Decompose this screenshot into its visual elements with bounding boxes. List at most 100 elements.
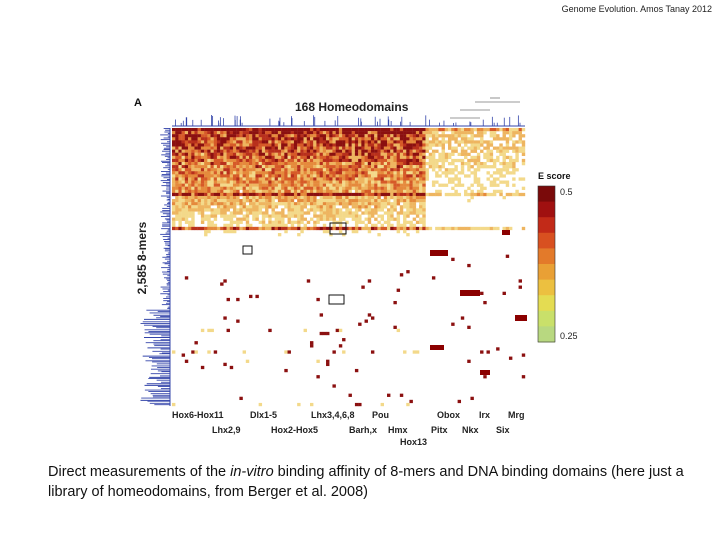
heatmap-cell — [274, 143, 279, 147]
heatmap-cell — [396, 165, 401, 169]
heatmap-cell — [370, 149, 375, 153]
heatmap-cell — [367, 137, 372, 141]
heatmap-cell — [191, 180, 195, 184]
heatmap-cell — [322, 131, 327, 135]
heatmap-cell — [358, 146, 362, 150]
heatmap-cell — [309, 217, 314, 221]
heatmap-cell — [399, 155, 404, 160]
heatmap-cell — [348, 183, 352, 187]
heatmap-cell — [229, 202, 234, 206]
heatmap-cell — [518, 140, 522, 144]
heatmap-cell — [268, 161, 272, 166]
heatmap-cell — [496, 171, 500, 175]
heatmap-cell — [412, 137, 417, 141]
heatmap-cell — [293, 208, 298, 212]
highlight-box — [242, 245, 253, 255]
heatmap-cell — [412, 161, 417, 166]
heatmap-cell — [274, 195, 279, 200]
heatmap-cell — [431, 276, 436, 280]
heatmap-cell — [204, 155, 208, 160]
heatmap-cell — [521, 134, 526, 138]
heatmap-cell — [358, 152, 362, 156]
colorbar-band — [538, 279, 555, 296]
heatmap-cell — [342, 140, 346, 144]
colorbar-band — [538, 310, 555, 327]
heatmap-cell — [281, 220, 285, 224]
heatmap-cell — [415, 195, 420, 200]
heatmap-cell — [178, 134, 182, 138]
heatmap-cell — [297, 233, 301, 237]
heatmap-cell — [364, 161, 368, 166]
heatmap-cell — [274, 223, 279, 228]
heatmap-cell — [370, 183, 375, 187]
heatmap-cell — [502, 152, 506, 156]
heatmap-cell — [207, 137, 211, 141]
heatmap-cell — [175, 168, 179, 172]
heatmap-cell — [261, 134, 266, 138]
heatmap-cell — [358, 186, 362, 190]
heatmap-cell — [332, 192, 336, 197]
heatmap-cell — [188, 205, 192, 209]
heatmap-cell — [287, 174, 291, 178]
heatmap-cell — [374, 155, 378, 160]
heatmap-cell — [454, 137, 458, 141]
heatmap-cell — [396, 161, 401, 166]
heatmap-cell — [229, 140, 234, 144]
heatmap-cell — [319, 171, 324, 175]
heatmap-cell — [399, 393, 404, 397]
heatmap-cell — [464, 134, 468, 138]
heatmap-cell — [406, 192, 410, 197]
heatmap-cell — [358, 402, 362, 407]
heatmap-cell — [329, 217, 333, 221]
heatmap-cell — [502, 128, 506, 132]
heatmap-cell — [326, 217, 330, 221]
heatmap-cell — [232, 174, 237, 178]
heatmap-cell — [508, 192, 513, 197]
heatmap-cell — [255, 205, 259, 209]
heatmap-cell — [322, 214, 327, 218]
heatmap-cell — [377, 143, 381, 147]
heatmap-cell — [326, 362, 330, 367]
heatmap-cell — [335, 192, 340, 197]
heatmap-cell — [226, 328, 230, 333]
heatmap-cell — [319, 128, 324, 132]
heatmap-cell — [268, 328, 272, 333]
heatmap-cell — [255, 294, 259, 299]
heatmap-cell — [326, 137, 330, 141]
heatmap-cell — [370, 161, 375, 166]
heatmap-cell — [200, 128, 205, 132]
heatmap-cell — [197, 186, 202, 190]
heatmap-cell — [329, 195, 333, 200]
heatmap-cell — [216, 195, 221, 200]
heatmap-cell — [425, 134, 429, 138]
heatmap-cell — [370, 128, 375, 132]
heatmap-cell — [460, 131, 465, 135]
heatmap-cell — [194, 146, 198, 150]
heatmap-cell — [236, 146, 240, 150]
panel-letter: A — [134, 97, 142, 109]
heatmap-cell — [419, 205, 423, 209]
heatmap-cell — [387, 155, 391, 160]
heatmap-cell — [316, 297, 320, 302]
heatmap-cell — [332, 161, 336, 166]
heatmap-cell — [220, 146, 224, 150]
heatmap-cell — [444, 183, 449, 187]
heatmap-cell — [335, 208, 340, 212]
heatmap-cell — [229, 192, 234, 197]
heatmap-cell — [249, 189, 253, 194]
heatmap-cell — [390, 146, 394, 150]
heatmap-cell — [261, 137, 266, 141]
heatmap-cell — [210, 171, 214, 175]
heatmap-cell — [332, 217, 336, 221]
heatmap-cell — [281, 211, 285, 215]
heatmap-cell — [277, 192, 282, 197]
heatmap-cell — [338, 161, 343, 166]
heatmap-cell — [409, 208, 413, 212]
heatmap-cell — [265, 192, 269, 197]
heatmap-cell — [412, 211, 417, 215]
heatmap-cell — [415, 211, 420, 215]
heatmap-cell — [342, 152, 346, 156]
heatmap-cell — [518, 134, 522, 138]
heatmap-cell — [226, 171, 230, 175]
heatmap-cell — [271, 186, 275, 190]
